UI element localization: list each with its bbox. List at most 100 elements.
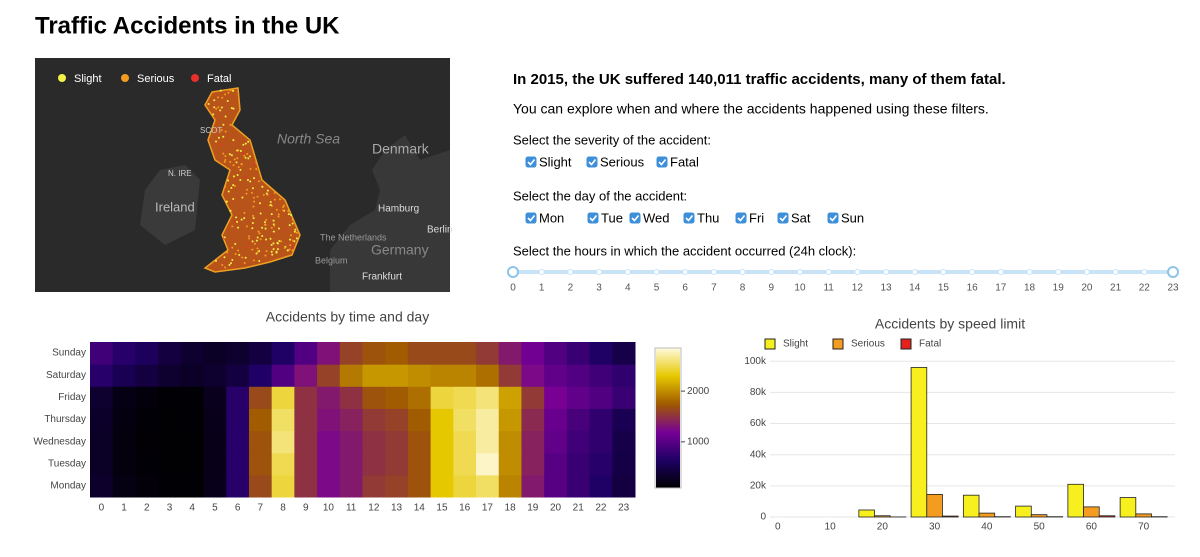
x-tick-label: 10: [323, 503, 335, 514]
heat-cell: [158, 342, 181, 365]
x-tick-label: 50: [1034, 522, 1046, 533]
checkbox-box[interactable]: [526, 157, 536, 167]
x-tick-label: 7: [258, 503, 264, 514]
dot: [247, 141, 249, 143]
checkbox-label[interactable]: Sat: [791, 210, 811, 225]
heat-cell: [272, 364, 295, 387]
colorbar-step: [656, 430, 680, 432]
checkbox[interactable]: Thu: [684, 210, 719, 225]
dot: [245, 143, 247, 145]
day-label: Select the day of the accident:: [513, 188, 687, 203]
slider-tick-label: 21: [1110, 283, 1122, 294]
checkbox-box[interactable]: [526, 213, 536, 223]
checkbox-box[interactable]: [630, 213, 640, 223]
checkbox-label[interactable]: Fri: [749, 210, 764, 225]
heat-cell: [476, 364, 499, 387]
checkbox-label[interactable]: Sun: [841, 210, 864, 225]
slider-tick: [625, 270, 630, 275]
dot: [235, 253, 237, 255]
slider-handle[interactable]: [508, 267, 518, 277]
dot: [246, 189, 248, 191]
dot: [228, 264, 230, 266]
dot: [236, 221, 238, 223]
checkbox-label[interactable]: Mon: [539, 210, 564, 225]
slider-tick: [1084, 270, 1089, 275]
checkbox[interactable]: Mon: [526, 210, 564, 225]
dot: [215, 108, 217, 110]
colorbar-step: [656, 368, 680, 370]
checkbox-box[interactable]: [778, 213, 788, 223]
colorbar-step: [656, 408, 680, 410]
checkbox[interactable]: Fri: [736, 210, 764, 225]
checkbox-box[interactable]: [828, 213, 838, 223]
dot: [253, 197, 255, 199]
colorbar-step: [656, 372, 680, 374]
dot: [217, 106, 219, 108]
colorbar-step: [656, 352, 680, 354]
checkbox-label[interactable]: Serious: [600, 154, 645, 169]
checkbox-label[interactable]: Fatal: [670, 154, 699, 169]
slider-tick: [826, 270, 831, 275]
y-tick-label: 0: [760, 512, 766, 523]
heat-cell: [226, 408, 249, 431]
checkbox-label[interactable]: Slight: [539, 154, 572, 169]
y-tick-label: Wednesday: [33, 436, 86, 447]
checkbox-label[interactable]: Wed: [643, 210, 670, 225]
x-tick-label: 14: [414, 503, 426, 514]
heat-cell: [385, 364, 408, 387]
dot: [253, 259, 255, 261]
heat-cell: [317, 453, 340, 476]
dot: [261, 227, 263, 229]
heat-cell: [113, 364, 136, 387]
dot: [212, 113, 214, 115]
slider-tick-label: 14: [909, 283, 921, 294]
checkbox[interactable]: Fatal: [657, 154, 699, 169]
dot: [224, 236, 226, 238]
place-label: North Sea: [277, 131, 340, 147]
dot: [266, 193, 268, 195]
heat-cell: [385, 431, 408, 454]
dot: [287, 210, 289, 212]
slider-tick-label: 11: [823, 283, 834, 294]
checkbox-box[interactable]: [588, 213, 598, 223]
x-tick-label: 4: [189, 503, 195, 514]
checkbox-box[interactable]: [736, 213, 746, 223]
checkbox-label[interactable]: Tue: [601, 210, 623, 225]
checkbox[interactable]: Sat: [778, 210, 811, 225]
checkbox-label[interactable]: Thu: [697, 210, 719, 225]
heat-cell: [340, 386, 363, 409]
x-tick-label: 16: [459, 503, 471, 514]
slider-handle[interactable]: [1168, 267, 1178, 277]
bar-chart: Accidents by speed limit020k40k60k80k100…: [744, 316, 1175, 533]
colorbar-step: [656, 378, 680, 380]
slider-tick: [1056, 270, 1061, 275]
slider-tick: [1027, 270, 1032, 275]
dot: [255, 253, 257, 255]
dot: [294, 229, 296, 231]
checkbox[interactable]: Wed: [630, 210, 670, 225]
legend-dot: [191, 74, 199, 82]
checkbox[interactable]: Slight: [526, 154, 572, 169]
dot: [248, 242, 250, 244]
heat-cell: [317, 431, 340, 454]
checkbox-box[interactable]: [684, 213, 694, 223]
checkbox-box[interactable]: [657, 157, 667, 167]
slider-tick: [711, 270, 716, 275]
colorbar-step: [656, 386, 680, 388]
dot: [258, 231, 260, 233]
y-tick-label: 80k: [750, 387, 767, 398]
checkbox[interactable]: Tue: [588, 210, 623, 225]
dot: [228, 191, 230, 193]
dot: [237, 227, 239, 229]
colorbar-step: [656, 362, 680, 364]
place-label: Germany: [371, 242, 429, 258]
heat-cell: [521, 342, 544, 365]
colorbar-step: [656, 424, 680, 426]
checkbox[interactable]: Sun: [828, 210, 864, 225]
checkbox-box[interactable]: [587, 157, 597, 167]
dot: [222, 153, 224, 155]
slider-tick: [539, 270, 544, 275]
dot: [221, 106, 223, 108]
checkbox[interactable]: Serious: [587, 154, 645, 169]
